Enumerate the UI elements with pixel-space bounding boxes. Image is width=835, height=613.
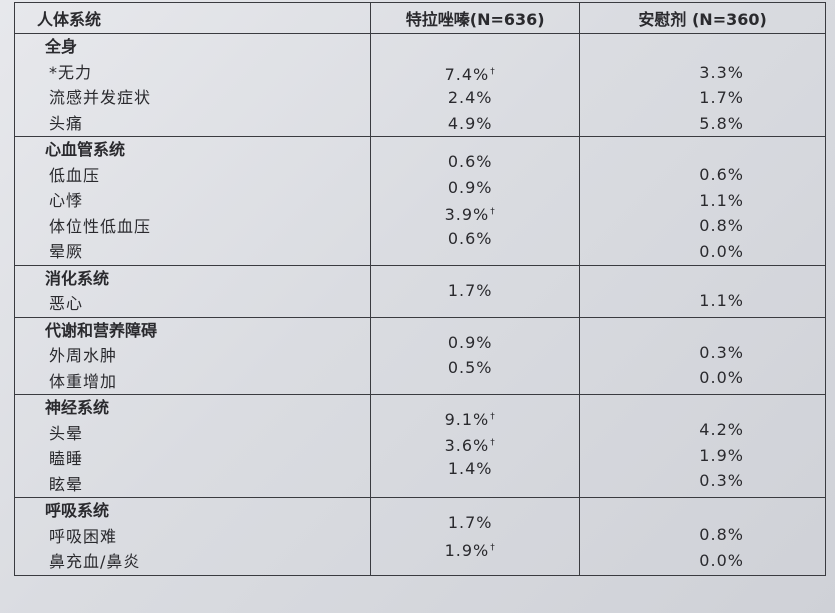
- placebo-value: 0.0%: [699, 550, 744, 570]
- drug-value: 1.9%†: [444, 540, 496, 560]
- item-label: 晕厥: [49, 242, 84, 261]
- table-section-respiratory: 呼吸系统 呼吸困难 鼻充血/鼻炎 1.7% 1.9%† 0.8% 0.0%: [13, 497, 826, 576]
- placebo-value: 1.7%: [699, 88, 744, 107]
- drug-value: 0.6%: [447, 228, 493, 248]
- table-section-general: 全身 *无力 流感并发症状 头痛 7.4%† 2.4% 4.9% 3.3% 1.…: [13, 33, 826, 137]
- drug-value: 1.7%: [447, 280, 493, 300]
- placebo-value: 1.1%: [699, 290, 744, 310]
- placebo-value: 1.1%: [699, 190, 744, 210]
- section-title: 代谢和营养障碍: [45, 320, 158, 340]
- table-section-metabolic: 代谢和营养障碍 外周水肿 体重增加 0.9% 0.5% 0.3% 0.0%: [13, 316, 826, 395]
- placebo-value: 4.2%: [699, 420, 744, 439]
- header-placebo: 安慰剂 (N=360): [579, 2, 826, 34]
- placebo-value: 0.3%: [699, 342, 744, 362]
- drug-value: 1.7%: [447, 513, 493, 532]
- placebo-value: 0.6%: [699, 165, 744, 184]
- drug-value: 2.4%: [447, 88, 493, 107]
- item-label: 眩晕: [49, 474, 84, 494]
- table-header-row: 人体系统 特拉唑嗪(N=636) 安慰剂 (N=360): [13, 2, 826, 34]
- item-label: 低血压: [49, 165, 101, 185]
- item-label: 外周水肿: [49, 346, 118, 365]
- section-title: 消化系统: [45, 268, 110, 288]
- drug-value: 3.6%†: [444, 435, 496, 455]
- placebo-value: 0.8%: [699, 525, 744, 544]
- placebo-value: 0.8%: [699, 216, 744, 235]
- item-label: 恶心: [49, 294, 84, 313]
- section-title: 心血管系统: [45, 140, 126, 159]
- drug-value: 0.6%: [447, 152, 493, 171]
- item-label: 呼吸困难: [49, 526, 118, 546]
- placebo-value: 3.3%: [699, 62, 744, 82]
- header-drug: 特拉唑嗪(N=636): [370, 2, 581, 34]
- drug-value: 0.5%: [447, 358, 493, 377]
- drug-value: 0.9%: [447, 177, 493, 197]
- placebo-value: 0.0%: [699, 241, 744, 261]
- table-section-digestive: 消化系统 恶心 1.7% 1.1%: [13, 264, 826, 318]
- placebo-value: 5.8%: [699, 113, 744, 133]
- item-label: 瞌睡: [49, 449, 84, 468]
- item-label: 流感并发症状: [49, 88, 152, 107]
- placebo-value: 0.3%: [699, 471, 744, 490]
- drug-value: 4.9%: [447, 113, 493, 133]
- table-section-nervous: 神经系统 头晕 瞌睡 眩晕 9.1%† 3.6%† 1.4% 4.2% 1.9%…: [13, 394, 826, 498]
- section-title: 神经系统: [45, 398, 110, 417]
- adverse-events-table: 人体系统 特拉唑嗪(N=636) 安慰剂 (N=360) 全身 *无力 流感并发…: [13, 2, 826, 576]
- item-label: *无力: [49, 62, 93, 82]
- item-label: 心悸: [49, 191, 84, 210]
- placebo-value: 1.9%: [699, 445, 744, 465]
- section-title: 全身: [45, 37, 78, 56]
- section-title: 呼吸系统: [45, 501, 110, 520]
- drug-value: 0.9%: [447, 332, 493, 352]
- placebo-value: 0.0%: [699, 368, 744, 387]
- item-label: 体位性低血压: [49, 216, 152, 236]
- drug-value: 9.1%†: [444, 410, 496, 429]
- drug-value: 1.4%: [447, 459, 493, 478]
- table-section-cardiovascular: 心血管系统 低血压 心悸 体位性低血压 晕厥 0.6% 0.9% 3.9%† 0…: [13, 136, 826, 266]
- item-label: 体重增加: [49, 371, 118, 391]
- item-label: 鼻充血/鼻炎: [49, 552, 141, 571]
- drug-value: 3.9%†: [444, 205, 496, 224]
- header-body-system: 人体系统: [13, 2, 372, 34]
- item-label: 头痛: [49, 113, 84, 133]
- item-label: 头晕: [49, 423, 84, 443]
- drug-value: 7.4%†: [444, 64, 496, 84]
